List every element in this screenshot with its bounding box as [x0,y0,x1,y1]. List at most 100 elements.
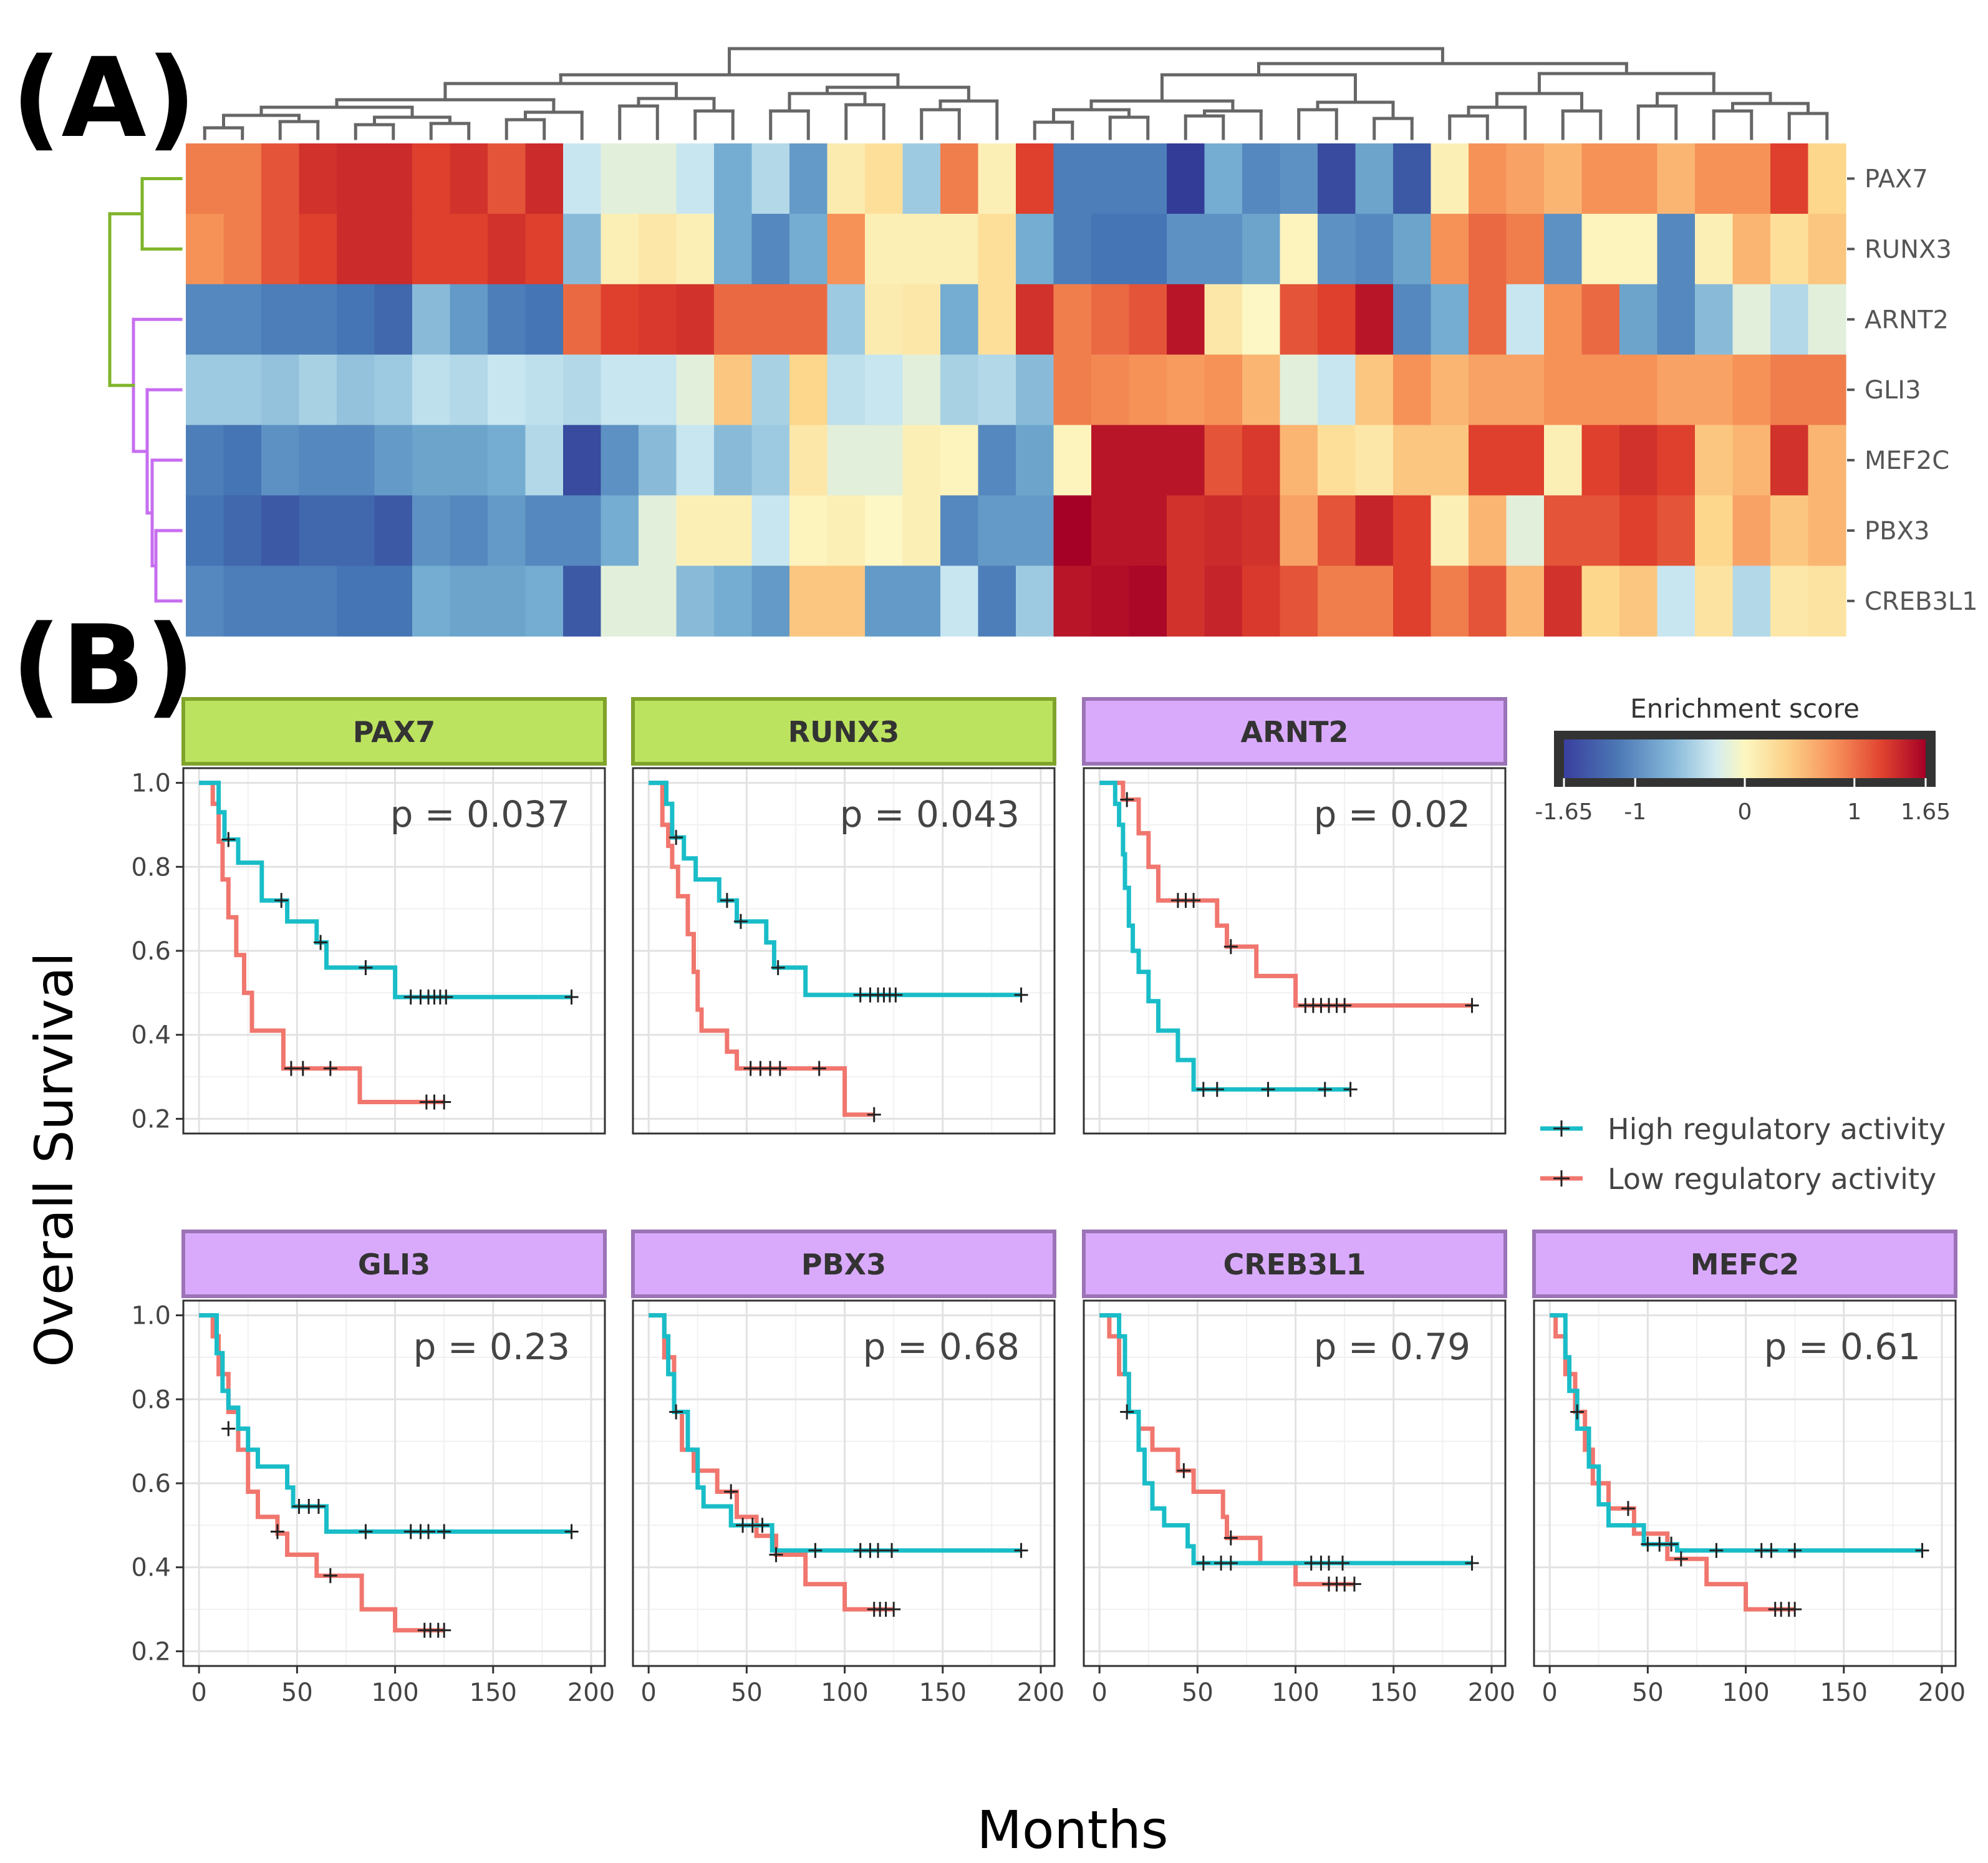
heatmap-cell [1393,213,1432,285]
heatmap-cell [1204,213,1243,285]
heatmap-cell [450,425,488,496]
x-tick-label: 0 [640,1678,656,1707]
censor-mark-low [1674,1551,1688,1567]
heatmap-cell [639,354,677,426]
heatmap-cell [223,213,262,285]
colorbar-title: Enrichment score [1630,693,1860,724]
facet-strip-label: PBX3 [801,1248,886,1281]
heatmap-cell [1129,425,1167,496]
heatmap-cell [1657,425,1696,496]
heatmap-cell [1053,284,1092,355]
heatmap-cell [827,143,866,214]
heatmap-cell [1544,143,1583,214]
heatmap-cell [337,143,375,214]
heatmap-cell [1355,354,1394,426]
km-panel-creb3l1: CREB3L1 p = 0.79 0 50 100 150 200 [1082,1230,1515,1707]
heatmap-cell [940,284,979,355]
heatmap-cell [450,213,488,285]
heatmap-cell [1732,213,1771,285]
censor-mark-high [564,989,579,1005]
heatmap-cell [223,354,262,426]
heatmap-cell [1204,143,1243,214]
heatmap-cell [1732,143,1771,214]
facet-strip-label: RUNX3 [788,715,900,749]
heatmap-cell [1167,566,1205,637]
heatmap-cell [1204,566,1243,637]
heatmap-cell [1619,284,1658,355]
facet-strip [631,697,1056,766]
heatmap-cell [714,143,753,214]
heatmap-cells [186,143,1846,637]
heatmap-cell [789,566,828,637]
survival-curve-high [199,781,572,999]
heatmap-cell [1770,354,1809,426]
heatmap-cell [902,425,941,496]
heatmap-cell [789,143,828,214]
survival-legend: High regulatory activity Low regulatory … [1540,1112,1946,1196]
heatmap-cell [751,143,790,214]
heatmap-cell [676,213,715,285]
heatmap-cell [299,143,337,214]
censor-mark-high [1014,987,1028,1003]
y-axis-title: Overall Survival [24,952,85,1367]
heatmap-cell [1695,566,1734,637]
heatmap-cell [299,495,337,566]
heatmap-cell [1016,495,1054,566]
heatmap-cell [1280,284,1318,355]
heatmap-cell [1657,566,1696,637]
heatmap-cell [865,284,904,355]
heatmap-row-labels: PAX7 RUNX3 ARNT2 GLI3 MEF2C PBX3 CREB3L1 [1847,165,1978,616]
heatmap-cell [1695,354,1734,426]
heatmap-cell [865,566,904,637]
censor-mark-low [812,1061,826,1076]
heatmap-cell [563,566,602,637]
x-tick-label: 100 [1722,1678,1769,1707]
heatmap-cell [1732,284,1771,355]
heatmap-cell [639,566,677,637]
survival-curve-high [1099,1313,1472,1566]
heatmap-cell [563,143,602,214]
heatmap-cell [751,566,790,637]
heatmap-cell [1129,284,1167,355]
heatmap-cell [1657,495,1696,566]
heatmap-cell [525,143,564,214]
heatmap-cell [186,213,224,285]
heatmap-cell [223,495,262,566]
heatmap-cell [1506,425,1545,496]
panel-b-label: (B) [11,602,195,729]
heatmap-cell [1695,284,1734,355]
facet-strip-label: CREB3L1 [1223,1248,1366,1281]
censor-mark-high [669,830,683,845]
censor-mark-high [439,989,453,1005]
censor-mark-low [1788,1602,1802,1617]
heatmap-cell [1016,354,1054,426]
heatmap-cell [978,284,1016,355]
x-tick-label: 50 [1182,1678,1214,1707]
heatmap-cell [1469,143,1507,214]
heatmap-cell [1657,143,1696,214]
p-value-label: p = 0.79 [1314,1326,1470,1368]
heatmap-cell [374,495,413,566]
censor-mark-low [887,1602,901,1617]
heatmap-cell [865,495,904,566]
censor-mark-high [564,1524,579,1539]
heatmap-row-label: RUNX3 [1865,235,1952,264]
heatmap-cell [601,495,639,566]
censor-mark-high [1196,1082,1210,1097]
heatmap-cell [450,566,488,637]
heatmap-cell [1091,425,1130,496]
colorbar-legend: Enrichment score -1.65 -1 0 1 1.65 [1535,693,1951,825]
heatmap-cell [186,284,224,355]
heatmap-cell [1355,284,1394,355]
heatmap-cell [563,495,602,566]
heatmap-cell [1732,566,1771,637]
heatmap-cell [1581,495,1620,566]
heatmap-cell [261,495,300,566]
heatmap-cell [1770,566,1809,637]
heatmap-cell [1506,354,1545,426]
x-tick-label: 150 [470,1678,517,1707]
heatmap-cell [1280,354,1318,426]
heatmap-cell [978,425,1016,496]
heatmap-cell [261,425,300,496]
censor-mark-low [1347,1576,1361,1592]
